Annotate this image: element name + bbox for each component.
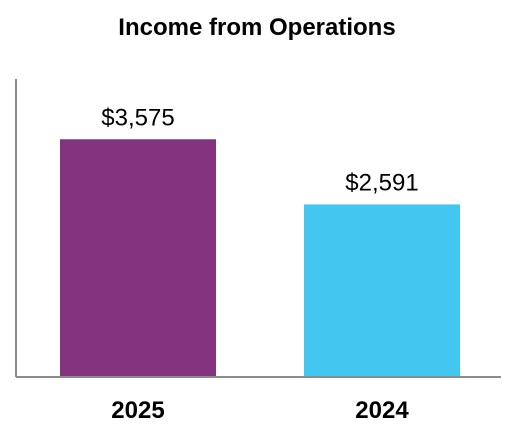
x-tick-label-2024: 2024 xyxy=(355,397,409,424)
value-label-2025: $3,575 xyxy=(101,104,174,131)
value-label-2024: $2,591 xyxy=(345,169,418,196)
labels-layer: $3,575 2025 $2,591 2024 xyxy=(101,104,418,424)
bar-2025 xyxy=(60,139,216,376)
bars-layer xyxy=(60,139,460,376)
bar-2024 xyxy=(304,204,460,376)
x-tick-label-2025: 2025 xyxy=(111,397,164,424)
chart-title: Income from Operations xyxy=(118,14,395,41)
